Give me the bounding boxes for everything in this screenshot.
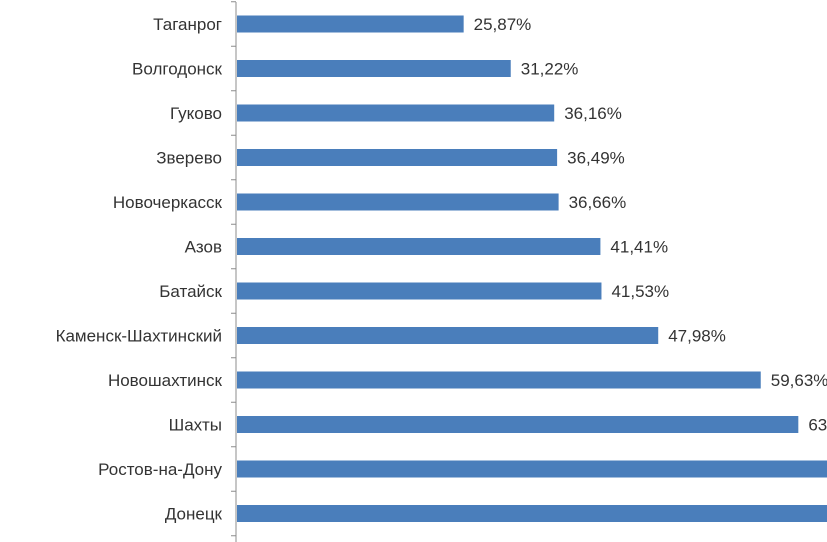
bar bbox=[237, 104, 555, 122]
bar bbox=[237, 60, 511, 77]
category-label: Азов bbox=[185, 238, 222, 257]
category-label: Зверево bbox=[156, 149, 222, 168]
category-label: Батайск bbox=[159, 282, 222, 301]
data-label: 59,63% bbox=[771, 371, 827, 390]
bar bbox=[237, 15, 464, 33]
data-label: 25,87% bbox=[474, 15, 532, 34]
data-label: 36,16% bbox=[564, 104, 622, 123]
category-label: Шахты bbox=[169, 416, 222, 435]
category-label: Донецк bbox=[165, 505, 223, 524]
bar bbox=[237, 149, 558, 166]
bar bbox=[237, 371, 761, 389]
category-label: Таганрог bbox=[153, 15, 222, 34]
data-label: 63,90% bbox=[808, 416, 827, 435]
data-label: 36,49% bbox=[567, 149, 625, 168]
bar bbox=[237, 327, 659, 344]
category-label: Новошахтинск bbox=[108, 371, 223, 390]
bar bbox=[237, 282, 602, 300]
data-label: 31,22% bbox=[521, 60, 579, 79]
data-label: 36,66% bbox=[569, 193, 627, 212]
data-label: 41,53% bbox=[611, 282, 669, 301]
category-label: Ростов-на-Дону bbox=[98, 460, 222, 479]
bar bbox=[237, 460, 827, 478]
bar bbox=[237, 505, 827, 522]
category-label: Каменск-Шахтинский bbox=[56, 327, 222, 346]
category-label: Волгодонск bbox=[132, 60, 223, 79]
data-label: 47,98% bbox=[668, 327, 726, 346]
bar bbox=[237, 238, 601, 255]
data-label: 41,41% bbox=[610, 238, 668, 257]
bar bbox=[237, 416, 799, 433]
category-label: Новочеркасск bbox=[113, 193, 223, 212]
category-label: Гуково bbox=[170, 104, 222, 123]
bar bbox=[237, 193, 559, 211]
